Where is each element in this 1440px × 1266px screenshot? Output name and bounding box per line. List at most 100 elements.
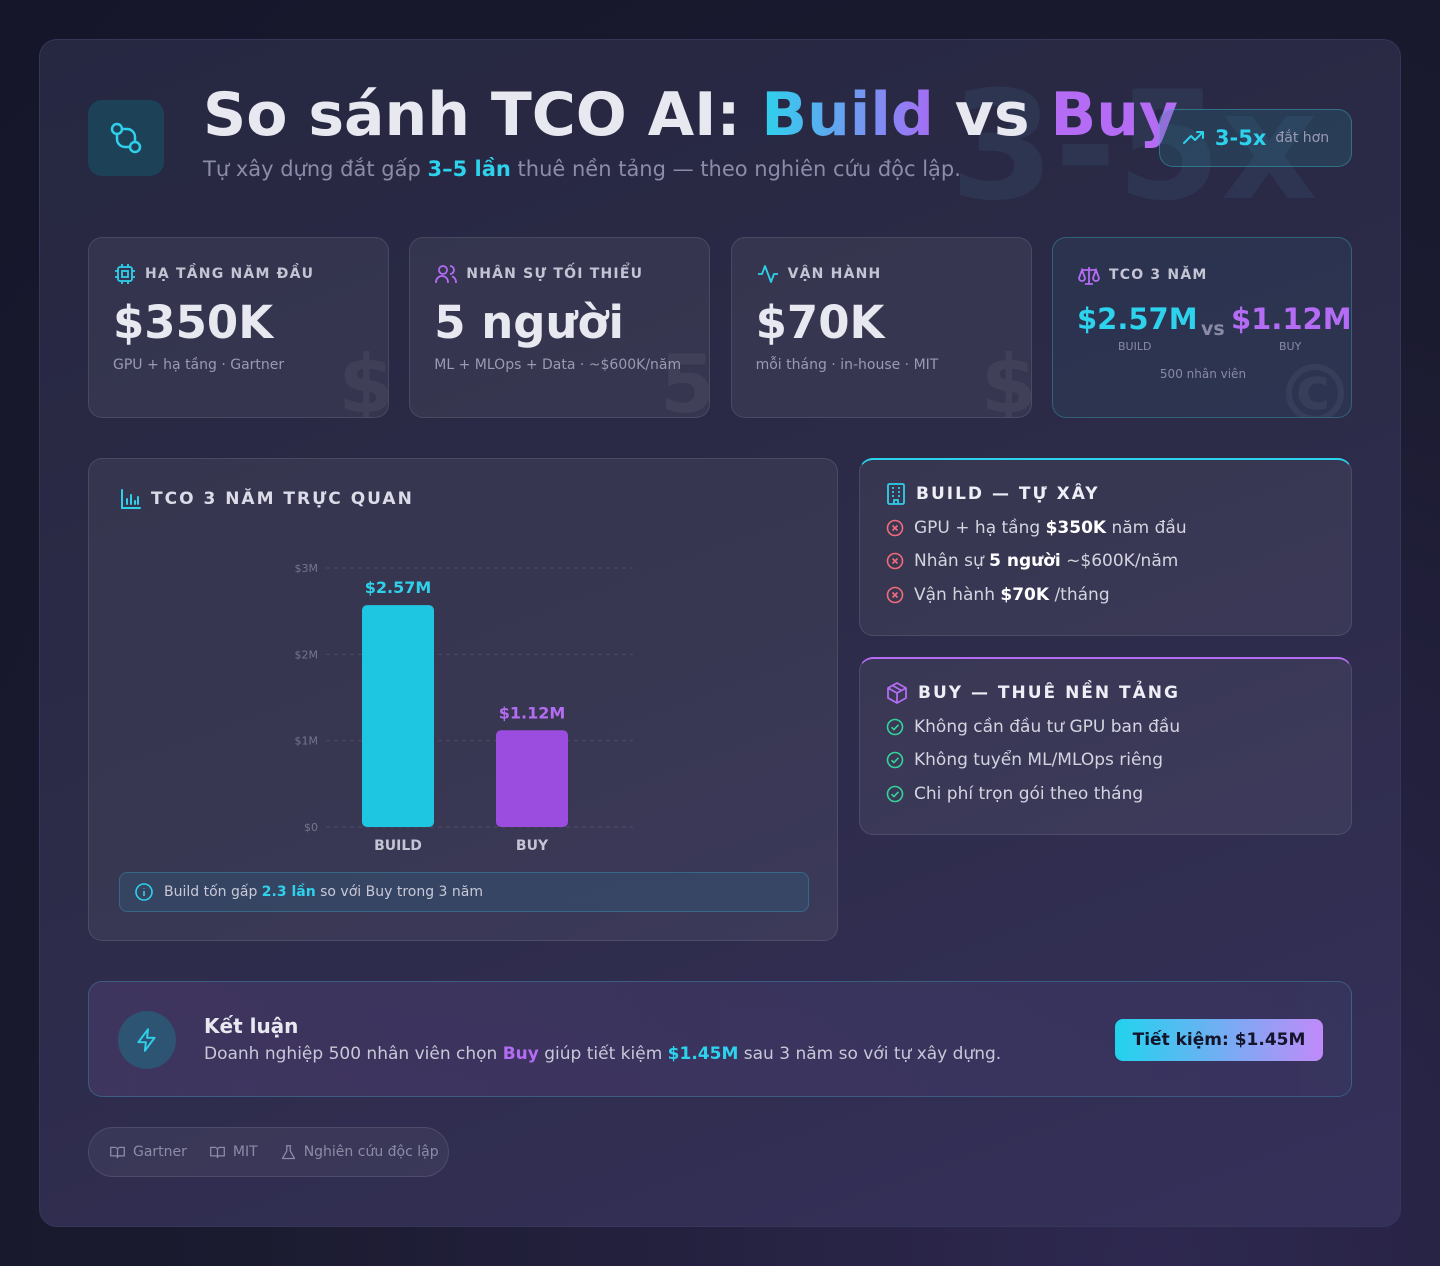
value-label: $2.57M bbox=[365, 578, 432, 597]
conclusion-title: Kết luận bbox=[204, 1014, 299, 1038]
c-mid: giúp tiết kiệm bbox=[544, 1044, 663, 1064]
c-em1: Buy bbox=[502, 1044, 539, 1064]
item-post: năm đầu bbox=[1111, 517, 1187, 538]
buy-panel: BUY — THUÊ NỀN TẢNG Không cần đầu tư GPU… bbox=[859, 657, 1352, 835]
buy-item: Không tuyển ML/MLOps riêng bbox=[886, 744, 1351, 778]
conclusion-icon bbox=[118, 1011, 176, 1069]
buy-item: Chi phí trọn gói theo tháng bbox=[886, 777, 1351, 811]
icon bbox=[121, 489, 141, 509]
icon bbox=[886, 751, 904, 769]
title-build: Build bbox=[761, 80, 934, 150]
stat-label: TCO 3 NĂM bbox=[1109, 267, 1208, 283]
stat-watermark: © bbox=[1275, 348, 1352, 418]
stat-label-row: VẬN HÀNH bbox=[756, 262, 882, 286]
buy-item-text: Không tuyển ML/MLOps riêng bbox=[914, 750, 1163, 771]
stat-value: $350K bbox=[113, 296, 274, 349]
conclusion: Kết luận Doanh nghiệp 500 nhân viên chọn… bbox=[88, 981, 1352, 1097]
item-pre: Vận hành bbox=[914, 584, 995, 605]
stat-label-row: NHÂN SỰ TỐI THIỂU bbox=[434, 262, 643, 286]
build-panel: BUILD — TỰ XÂY GPU + hạ tầng $350K năm đ… bbox=[859, 458, 1352, 636]
icon bbox=[1182, 131, 1204, 144]
tco-note: 500 nhân viên bbox=[1159, 367, 1247, 381]
stat-label: VẬN HÀNH bbox=[787, 266, 882, 282]
icon bbox=[886, 519, 904, 537]
title-prefix: So sánh TCO AI: bbox=[203, 80, 741, 150]
stat-value: $70K bbox=[755, 296, 885, 349]
y-tick-label: $2M bbox=[295, 648, 319, 661]
title-vs: vs bbox=[954, 80, 1030, 150]
buy-item-text: Không cần đầu tư GPU ban đầu bbox=[914, 716, 1181, 737]
stat-value: 5 người bbox=[434, 296, 624, 349]
icon bbox=[1078, 267, 1100, 285]
stat-watermark: $ bbox=[338, 338, 389, 418]
title: So sánh TCO AI: Build vs Buy bbox=[203, 80, 1178, 150]
x-tick-label: BUY bbox=[516, 838, 549, 854]
icon bbox=[110, 1146, 125, 1158]
build-title: BUILD — TỰ XÂY bbox=[916, 484, 1100, 504]
stat-note: ML + MLOps + Data · ~$600K/năm bbox=[434, 357, 682, 373]
header-watermark: 3-5x bbox=[950, 60, 1318, 234]
item-pre: Nhân sự bbox=[914, 551, 984, 572]
stat-note: mỗi tháng · in-house · MIT bbox=[755, 357, 939, 373]
buy-title-row: BUY — THUÊ NỀN TẢNG bbox=[886, 681, 1351, 705]
icon bbox=[886, 785, 904, 803]
y-tick-label: $3M bbox=[295, 562, 319, 575]
chart-note: Build tốn gấp 2.3 lần so với Buy trong 3… bbox=[119, 872, 809, 912]
title-buy: Buy bbox=[1050, 80, 1179, 150]
build-item-text: Vận hành $70K /tháng bbox=[914, 585, 1110, 605]
build-item: Nhân sự 5 người ~$600K/năm bbox=[886, 545, 1351, 579]
source: Gartner bbox=[109, 1144, 187, 1161]
item-em: $350K bbox=[1045, 517, 1107, 538]
tco-buy-label: BUY bbox=[1279, 340, 1302, 353]
bar bbox=[362, 605, 434, 827]
icon bbox=[887, 682, 907, 704]
icon bbox=[135, 883, 153, 901]
note-post: so với Buy trong 3 năm bbox=[320, 884, 483, 900]
item-post: /tháng bbox=[1054, 584, 1110, 605]
item-em: $70K bbox=[1000, 584, 1050, 605]
stat-label-row: HẠ TẦNG NĂM ĐẦU bbox=[113, 262, 314, 286]
build-item-text: GPU + hạ tầng $350K năm đầu bbox=[914, 518, 1187, 538]
chart: $0 $1M $2M $3M BUILD $2.57M BUY $1.12M bbox=[295, 562, 633, 854]
stat-card: $ VẬN HÀNH $70K mỗi tháng · in-house · MIT bbox=[730, 237, 1032, 418]
x-tick-label: BUILD bbox=[374, 838, 422, 854]
chart-title-row: TCO 3 NĂM TRỰC QUAN bbox=[119, 487, 414, 511]
value-label: $1.12M bbox=[499, 703, 566, 722]
y-tick-label: $0 bbox=[304, 821, 318, 834]
header-icon bbox=[88, 100, 164, 176]
sources: Gartner MIT Nghiên cứu độc lập bbox=[88, 1127, 449, 1177]
source-name: MIT bbox=[232, 1144, 258, 1160]
subtitle-post: thuê nền tảng — theo nghiên cứu độc lập. bbox=[517, 157, 961, 181]
stat-label: HẠ TẦNG NĂM ĐẦU bbox=[145, 266, 315, 282]
build-item: Vận hành $70K /tháng bbox=[886, 578, 1351, 612]
note-pre: Build tốn gấp bbox=[164, 884, 258, 900]
tco-build-label: BUILD bbox=[1118, 340, 1152, 353]
source: MIT bbox=[209, 1144, 258, 1161]
icon bbox=[137, 1028, 156, 1052]
note-em: 2.3 lần bbox=[261, 884, 316, 900]
chart-title: TCO 3 NĂM TRỰC QUAN bbox=[151, 489, 414, 509]
bar bbox=[496, 730, 568, 827]
subtitle: Tự xây dựng đắt gấp 3–5 lần thuê nền tản… bbox=[203, 157, 961, 181]
icon bbox=[115, 264, 135, 284]
header-badge: 3-5x đắt hơn bbox=[1159, 109, 1352, 167]
y-tick-label: $1M bbox=[295, 735, 319, 748]
savings-badge: Tiết kiệm: $1.45M bbox=[1115, 1019, 1323, 1061]
buy-items: Không cần đầu tư GPU ban đầu Không tuyển … bbox=[886, 710, 1351, 811]
tco-buy-value: $1.12M bbox=[1231, 302, 1352, 336]
build-items: GPU + hạ tầng $350K năm đầu Nhân sự 5 ngư… bbox=[886, 511, 1351, 612]
item-post: ~$600K/năm bbox=[1066, 551, 1179, 572]
stat-watermark: 5 bbox=[659, 338, 711, 418]
icon bbox=[886, 718, 904, 736]
tco-vs: vs bbox=[1201, 318, 1225, 340]
stat-card: 5 NHÂN SỰ TỐI THIỂU 5 người ML + MLOps + Da… bbox=[409, 237, 711, 418]
build-title-row: BUILD — TỰ XÂY bbox=[886, 482, 1351, 506]
buy-title: BUY — THUÊ NỀN TẢNG bbox=[918, 683, 1180, 703]
build-item: GPU + hạ tầng $350K năm đầu bbox=[886, 511, 1351, 545]
conclusion-text: Doanh nghiệp 500 nhân viên chọn Buy giúp… bbox=[204, 1044, 1001, 1064]
tco-card: © TCO 3 NĂM $2.57M vs $1.12M BUILD BUY 5… bbox=[1052, 237, 1352, 418]
icon bbox=[887, 483, 905, 505]
item-pre: GPU + hạ tầng bbox=[914, 517, 1041, 538]
